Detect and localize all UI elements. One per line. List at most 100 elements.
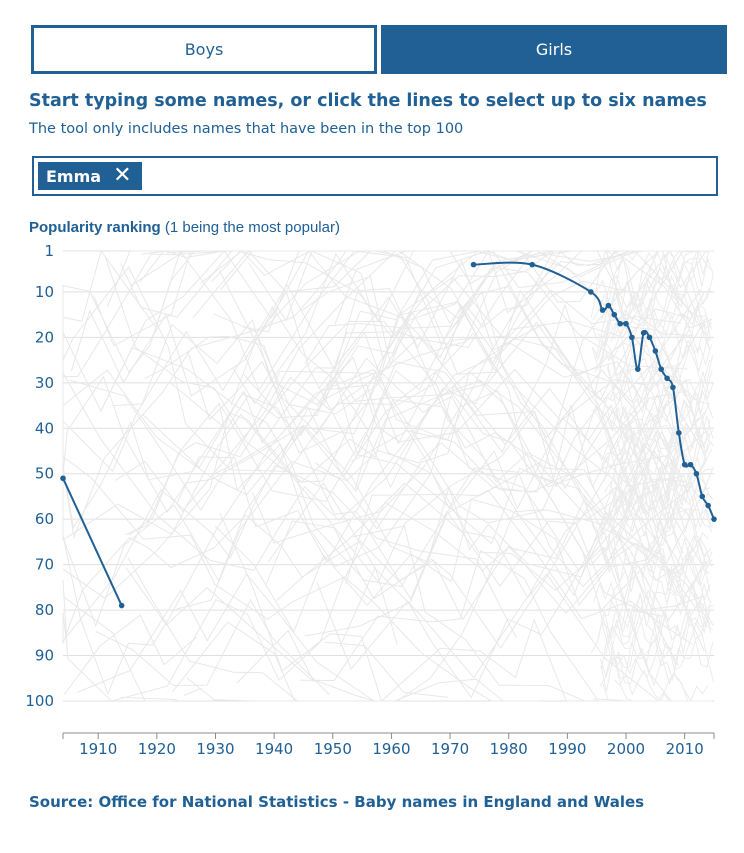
background-name-line bbox=[334, 376, 683, 545]
background-name-line bbox=[592, 255, 711, 351]
background-name-line bbox=[612, 361, 714, 444]
background-name-line bbox=[186, 677, 299, 702]
background-name-line bbox=[595, 526, 714, 635]
background-name-line bbox=[62, 368, 703, 696]
data-point-emma bbox=[652, 348, 659, 354]
background-name-line bbox=[324, 641, 449, 698]
background-name-line bbox=[594, 314, 714, 420]
background-name-line bbox=[323, 384, 693, 702]
background-name-line bbox=[70, 283, 662, 617]
x-tick-label: 1910 bbox=[79, 740, 117, 758]
background-name-line bbox=[602, 531, 709, 617]
tab-girls[interactable]: Girls bbox=[381, 25, 727, 74]
background-name-line bbox=[62, 266, 708, 541]
source-note: Source: Office for National Statistics -… bbox=[29, 793, 645, 811]
y-tick-label: 10 bbox=[35, 283, 54, 301]
background-name-line bbox=[276, 393, 683, 602]
background-name-line bbox=[64, 597, 174, 702]
background-name-line bbox=[591, 371, 710, 533]
background-name-line bbox=[610, 302, 712, 414]
data-point-emma bbox=[588, 289, 594, 295]
background-name-line bbox=[603, 289, 710, 438]
background-name-line bbox=[606, 415, 713, 529]
x-tick-label: 1990 bbox=[548, 740, 586, 758]
gender-tabs: Boys Girls bbox=[31, 25, 728, 74]
data-point-emma bbox=[693, 470, 700, 477]
background-name-line bbox=[600, 475, 713, 587]
selected-name-label: Emma bbox=[46, 166, 102, 186]
tab-boys[interactable]: Boys bbox=[31, 25, 377, 74]
background-name-line bbox=[76, 573, 375, 702]
y-tick-label: 40 bbox=[35, 419, 54, 437]
selected-name-tag[interactable]: Emma ✕ bbox=[38, 162, 142, 190]
background-name-line bbox=[62, 318, 707, 496]
data-point-emma bbox=[658, 366, 665, 372]
data-point-emma bbox=[664, 375, 670, 382]
x-tick-label: 1980 bbox=[490, 740, 528, 758]
chart-title: Popularity ranking (1 being the most pop… bbox=[29, 219, 340, 236]
remove-name-icon[interactable]: ✕ bbox=[113, 163, 132, 188]
background-name-line bbox=[139, 250, 706, 283]
background-name-line bbox=[62, 464, 517, 639]
background-name-line bbox=[187, 260, 702, 437]
y-tick-label: 100 bbox=[25, 692, 54, 710]
data-point-emma bbox=[629, 334, 635, 341]
data-point-emma bbox=[617, 320, 623, 327]
x-tick-label: 1930 bbox=[196, 740, 234, 758]
background-name-line bbox=[339, 566, 398, 647]
background-name-line bbox=[144, 335, 676, 469]
background-name-line bbox=[219, 512, 616, 702]
background-name-line bbox=[606, 366, 714, 443]
name-search-input[interactable]: Emma ✕ bbox=[32, 156, 718, 196]
background-name-line bbox=[600, 617, 713, 687]
background-name-line bbox=[590, 250, 709, 318]
background-name-line bbox=[597, 250, 710, 346]
x-tick-label: 1940 bbox=[255, 740, 293, 758]
y-tick-label: 60 bbox=[35, 510, 54, 528]
background-name-line bbox=[69, 370, 694, 588]
background-name-line bbox=[236, 629, 315, 684]
background-name-line bbox=[600, 589, 714, 670]
background-name-line bbox=[592, 340, 711, 437]
y-tick-label: 50 bbox=[35, 465, 54, 483]
data-point-emma bbox=[605, 302, 612, 309]
data-point-emma bbox=[699, 493, 706, 500]
background-name-line bbox=[62, 488, 684, 644]
background-name-line bbox=[597, 582, 711, 645]
background-name-line bbox=[62, 259, 686, 529]
background-name-line bbox=[607, 466, 714, 593]
data-point-emma bbox=[711, 516, 717, 522]
background-name-line bbox=[595, 429, 714, 515]
background-name-line bbox=[590, 250, 709, 362]
instruction-subheading: The tool only includes names that have b… bbox=[29, 121, 464, 137]
data-point-emma bbox=[687, 461, 694, 468]
x-tick-label: 2000 bbox=[607, 740, 645, 758]
x-tick-label: 1970 bbox=[431, 740, 469, 758]
background-name-line bbox=[597, 250, 710, 362]
background-name-line bbox=[600, 537, 713, 692]
y-tick-label: 90 bbox=[35, 647, 54, 665]
background-name-line bbox=[594, 309, 713, 393]
series-line-emma bbox=[62, 477, 123, 606]
y-tick-label: 1 bbox=[44, 242, 54, 260]
data-point-emma bbox=[529, 261, 535, 268]
background-name-line bbox=[316, 527, 697, 699]
data-point-emma bbox=[599, 307, 606, 313]
background-name-line bbox=[300, 549, 712, 702]
data-point-emma bbox=[676, 430, 682, 436]
background-name-line bbox=[596, 597, 709, 702]
background-name-line bbox=[595, 252, 714, 359]
background-name-line bbox=[251, 250, 688, 370]
data-point-emma bbox=[634, 366, 641, 372]
y-tick-label: 80 bbox=[35, 601, 54, 619]
background-name-line bbox=[593, 548, 712, 638]
background-name-line bbox=[213, 276, 682, 415]
background-name-line bbox=[609, 369, 710, 474]
background-name-line bbox=[172, 621, 295, 702]
background-name-line bbox=[121, 696, 178, 700]
data-point-emma bbox=[640, 330, 647, 336]
background-name-line bbox=[62, 449, 690, 620]
data-point-emma bbox=[705, 502, 711, 509]
background-name-line bbox=[280, 335, 668, 479]
data-point-emma bbox=[623, 320, 629, 327]
